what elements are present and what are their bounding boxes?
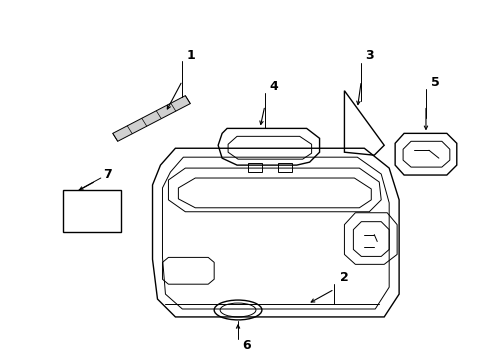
Text: 2: 2 (339, 271, 348, 284)
Text: 4: 4 (269, 80, 278, 93)
Text: 1: 1 (186, 49, 195, 63)
Text: 5: 5 (429, 76, 438, 89)
Polygon shape (113, 96, 190, 141)
Text: 3: 3 (364, 49, 373, 63)
Text: 7: 7 (103, 167, 112, 181)
Text: 6: 6 (242, 339, 251, 352)
Bar (63, 190, 121, 231)
